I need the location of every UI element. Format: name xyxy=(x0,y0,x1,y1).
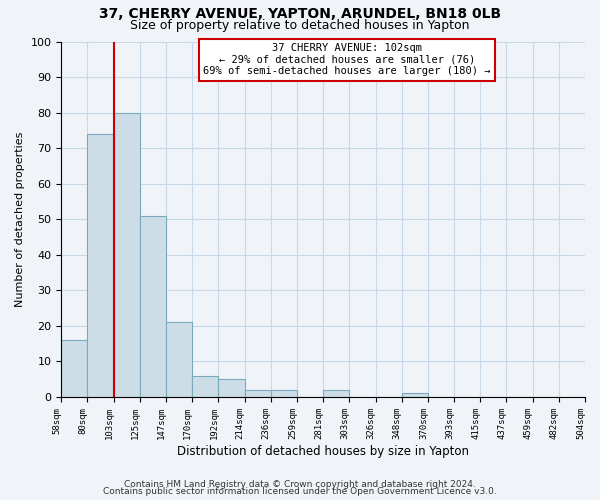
Y-axis label: Number of detached properties: Number of detached properties xyxy=(15,132,25,307)
Bar xyxy=(323,390,349,397)
X-axis label: Distribution of detached houses by size in Yapton: Distribution of detached houses by size … xyxy=(177,444,469,458)
Bar xyxy=(61,340,88,397)
Text: Size of property relative to detached houses in Yapton: Size of property relative to detached ho… xyxy=(130,18,470,32)
Bar xyxy=(401,394,428,397)
Text: Contains HM Land Registry data © Crown copyright and database right 2024.: Contains HM Land Registry data © Crown c… xyxy=(124,480,476,489)
Text: 37 CHERRY AVENUE: 102sqm
← 29% of detached houses are smaller (76)
69% of semi-d: 37 CHERRY AVENUE: 102sqm ← 29% of detach… xyxy=(203,44,490,76)
Bar xyxy=(245,390,271,397)
Bar xyxy=(192,376,218,397)
Text: Contains public sector information licensed under the Open Government Licence v3: Contains public sector information licen… xyxy=(103,487,497,496)
Bar xyxy=(140,216,166,397)
Bar xyxy=(113,112,140,397)
Bar xyxy=(218,379,245,397)
Bar xyxy=(166,322,192,397)
Text: 37, CHERRY AVENUE, YAPTON, ARUNDEL, BN18 0LB: 37, CHERRY AVENUE, YAPTON, ARUNDEL, BN18… xyxy=(99,8,501,22)
Bar xyxy=(88,134,113,397)
Bar xyxy=(271,390,297,397)
